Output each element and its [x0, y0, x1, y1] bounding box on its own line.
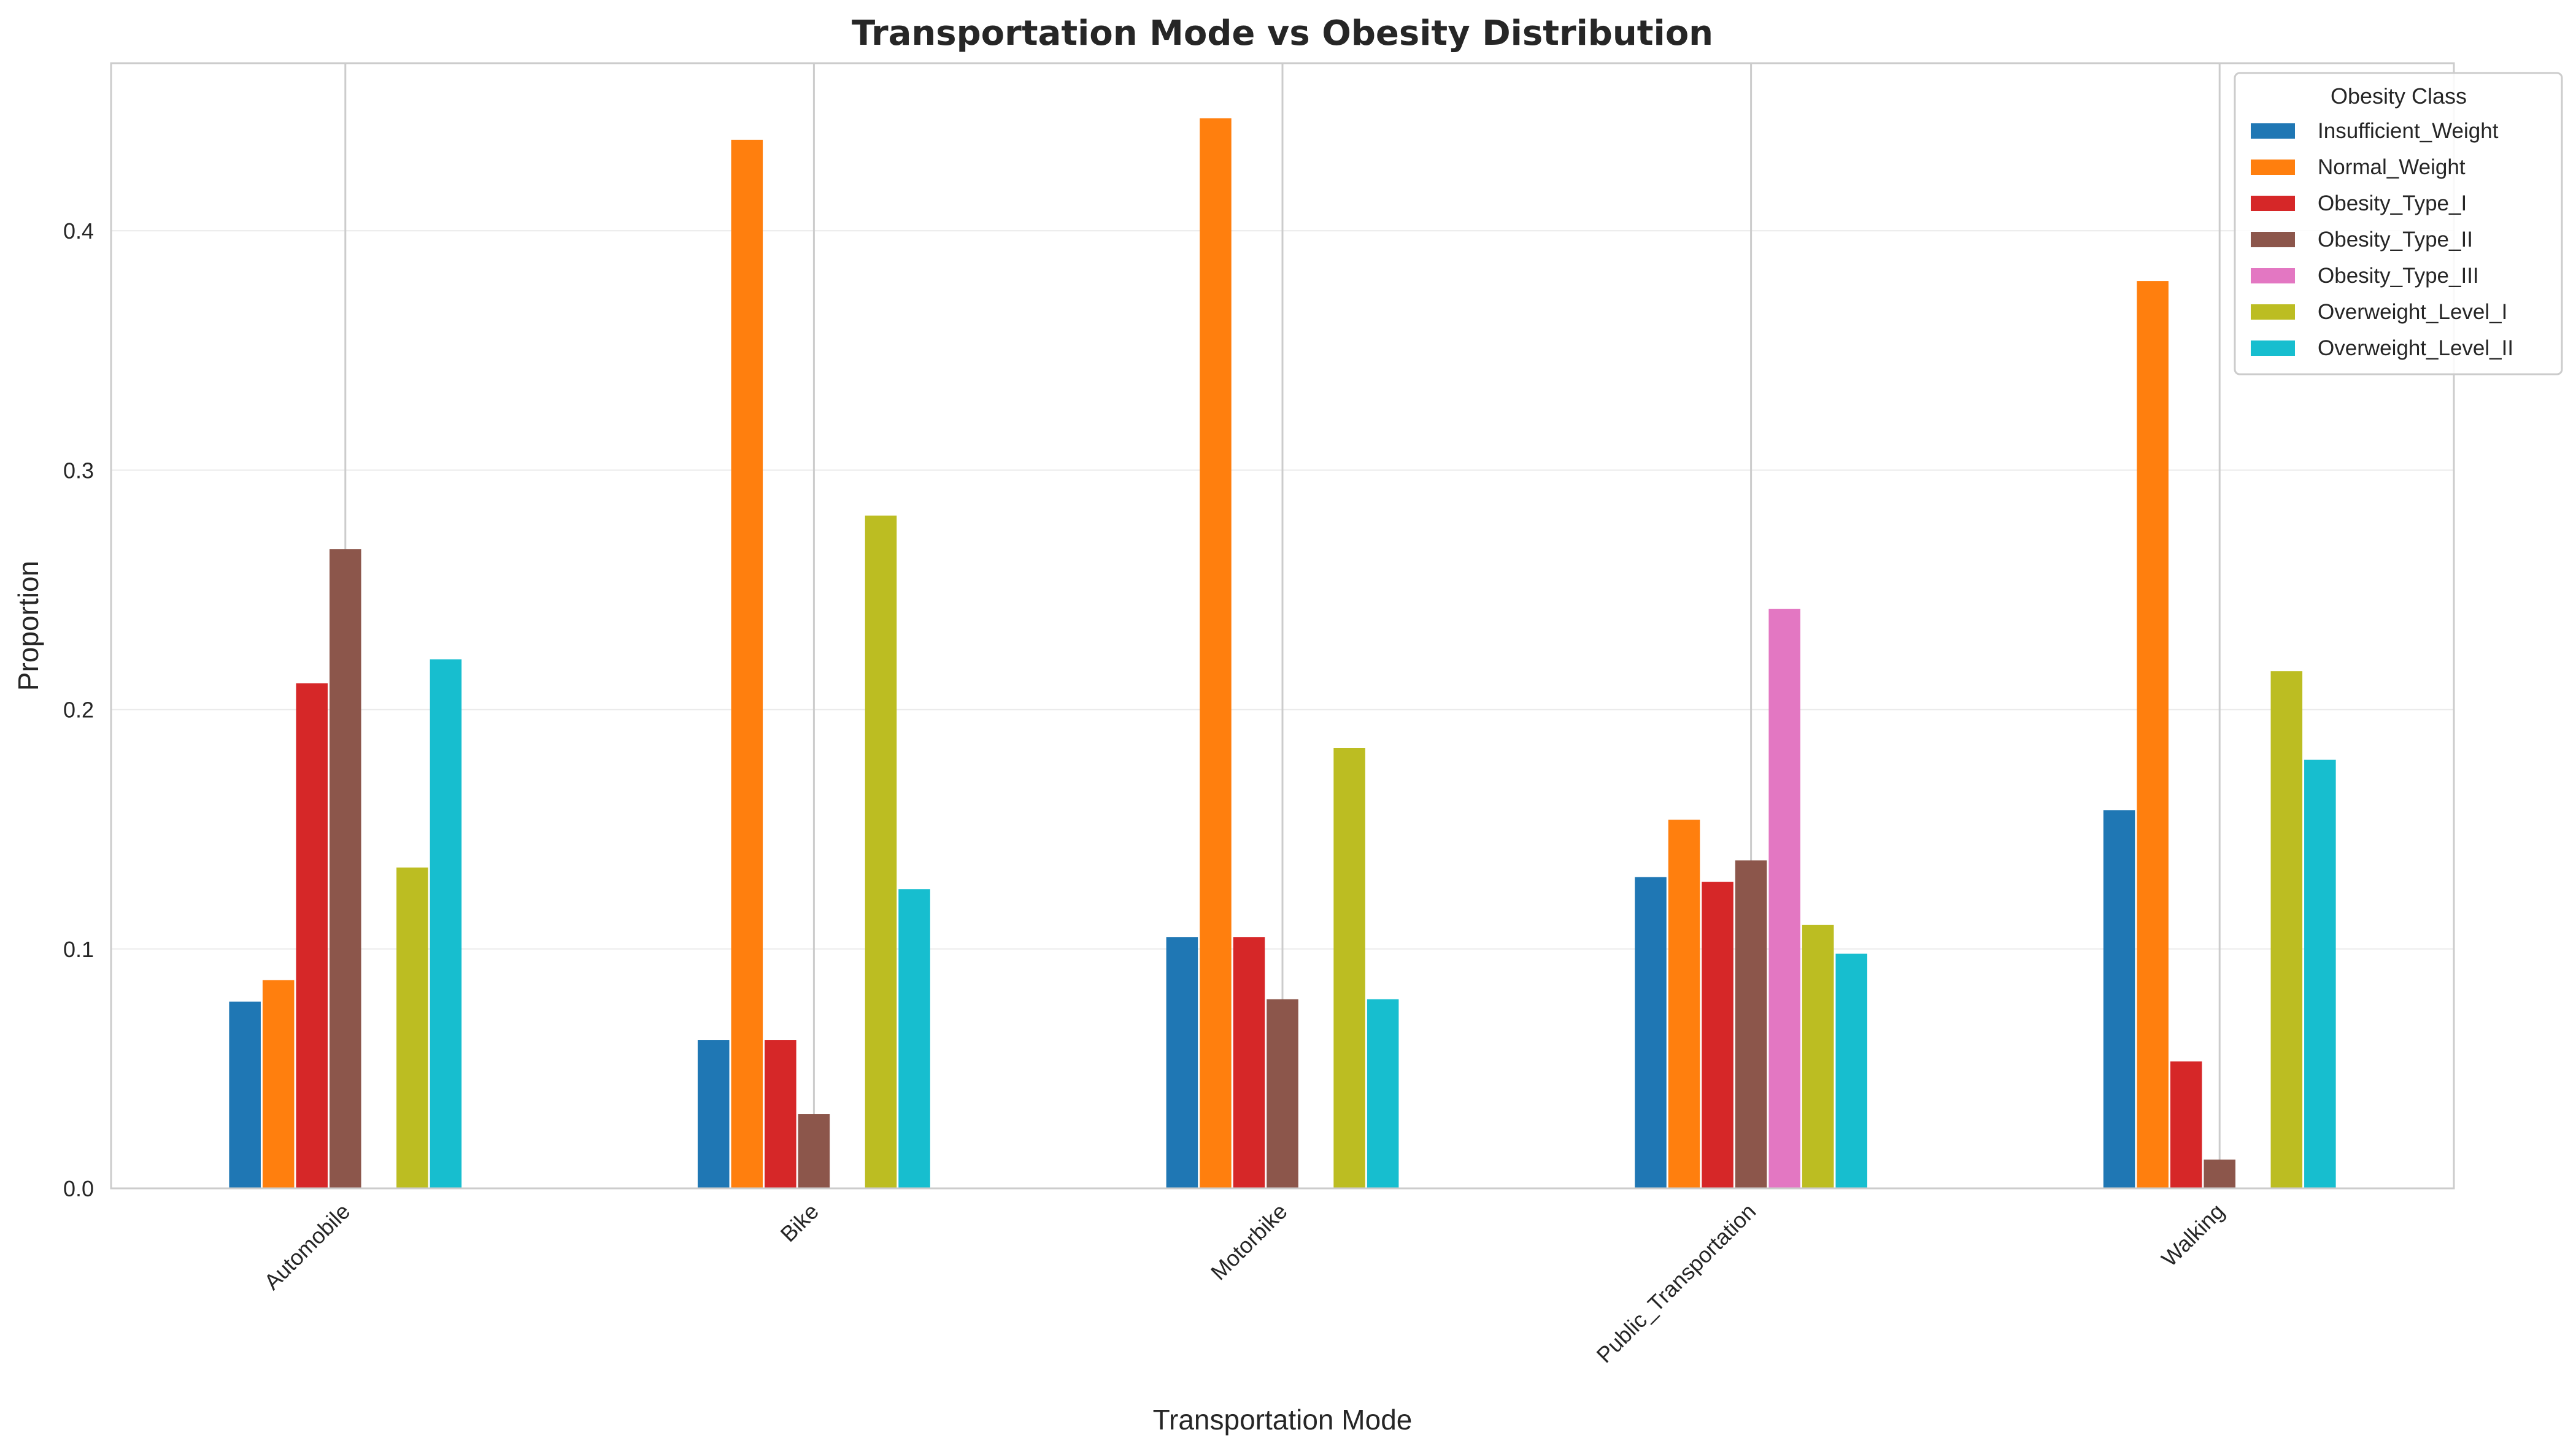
y-tick-label: 0.0: [63, 1176, 94, 1201]
y-tick-label: 0.4: [63, 218, 94, 244]
bar-overweight-level-i: [1333, 748, 1365, 1188]
bar-insufficient-weight: [2103, 810, 2135, 1188]
bar-obesity-type-ii: [1735, 860, 1767, 1188]
legend-swatch: [2251, 123, 2295, 139]
x-tick-label: Bike: [776, 1199, 824, 1247]
legend-label: Obesity_Type_I: [2318, 191, 2467, 215]
x-tick-label: Public_Transportation: [1592, 1199, 1761, 1368]
bar-insufficient-weight: [1166, 937, 1198, 1188]
legend-swatch: [2251, 340, 2295, 356]
bar-normal-weight: [731, 139, 763, 1189]
bar-overweight-level-i: [396, 867, 428, 1188]
bar-obesity-type-i: [296, 683, 328, 1188]
bar-obesity-type-ii: [1267, 999, 1298, 1188]
bar-overweight-level-ii: [1835, 953, 1867, 1188]
legend-swatch: [2251, 232, 2295, 247]
bar-obesity-type-i: [2170, 1061, 2202, 1188]
bar-overweight-level-ii: [2304, 760, 2336, 1188]
bar-obesity-type-ii: [330, 549, 361, 1189]
plot-frame: [110, 62, 2455, 1190]
legend-label: Normal_Weight: [2318, 155, 2466, 179]
legend-label: Insufficient_Weight: [2318, 119, 2499, 143]
y-tick-labels: 0.0 0.1 0.2 0.3 0.4: [63, 218, 94, 1201]
bar-normal-weight: [1200, 118, 1232, 1189]
legend-swatch: [2251, 196, 2295, 211]
chart-title: Transportation Mode vs Obesity Distribut…: [852, 13, 1713, 53]
bars: [229, 118, 2336, 1189]
bar-overweight-level-ii: [1367, 999, 1399, 1188]
y-tick-label: 0.2: [63, 698, 94, 723]
x-tick-label: Motorbike: [1206, 1199, 1292, 1285]
bar-obesity-type-i: [765, 1040, 796, 1188]
bar-obesity-type-ii: [2204, 1160, 2235, 1188]
bar-insufficient-weight: [698, 1040, 730, 1188]
bar-overweight-level-ii: [430, 659, 462, 1188]
y-tick-label: 0.1: [63, 937, 94, 962]
bar-obesity-type-i: [1233, 937, 1265, 1188]
legend-label: Overweight_Level_I: [2318, 300, 2507, 324]
bar-insufficient-weight: [229, 1001, 261, 1188]
legend-swatch: [2251, 160, 2295, 175]
bar-overweight-level-i: [1802, 925, 1834, 1188]
x-tick-label: Automobile: [259, 1199, 355, 1294]
x-axis-label: Transportation Mode: [1153, 1404, 1413, 1436]
bar-normal-weight: [1668, 820, 1700, 1188]
bar-obesity-type-i: [1702, 882, 1733, 1188]
bar-obesity-type-ii: [798, 1114, 830, 1188]
legend-frame: [2234, 72, 2563, 375]
y-axis-label: Proportion: [12, 561, 44, 691]
x-tick-label: Walking: [2156, 1199, 2229, 1272]
y-tick-label: 0.3: [63, 458, 94, 483]
legend-label: Obesity_Type_II: [2318, 228, 2473, 252]
bar-insufficient-weight: [1635, 877, 1667, 1188]
legend-label: Obesity_Type_III: [2318, 264, 2479, 288]
bar-obesity-type-iii: [1768, 609, 1800, 1188]
legend: Obesity Class Insufficient_Weight Normal_…: [2234, 72, 2563, 375]
bar-normal-weight: [2137, 281, 2169, 1188]
legend-swatch: [2251, 304, 2295, 320]
legend-label: Overweight_Level_II: [2318, 336, 2513, 360]
bar-overweight-level-ii: [898, 889, 930, 1188]
bar-overweight-level-i: [2270, 671, 2303, 1188]
legend-title: Obesity Class: [2331, 83, 2467, 109]
legend-swatch: [2251, 268, 2295, 283]
x-tick-labels: Automobile Bike Motorbike Public_Transporta…: [259, 1199, 2229, 1368]
bar-normal-weight: [262, 980, 295, 1188]
bar-overweight-level-i: [865, 515, 897, 1188]
